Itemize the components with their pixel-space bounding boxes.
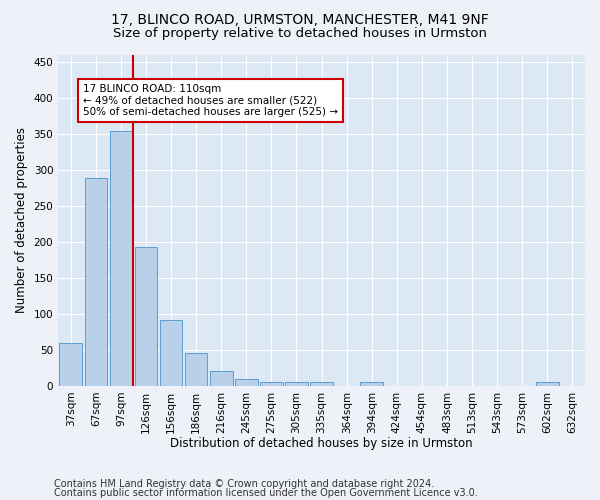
Bar (235, 380, 257, 386)
Y-axis label: Number of detached properties: Number of detached properties (15, 128, 28, 314)
Bar (536, 382, 559, 386)
Bar (361, 382, 383, 386)
X-axis label: Distribution of detached houses by size in Urmston: Distribution of detached houses by size … (170, 437, 473, 450)
Bar (85, 178, 107, 386)
Text: Contains public sector information licensed under the Open Government Licence v3: Contains public sector information licen… (54, 488, 478, 498)
Text: 17, BLINCO ROAD, URMSTON, MANCHESTER, M41 9NF: 17, BLINCO ROAD, URMSTON, MANCHESTER, M4… (111, 12, 489, 26)
Text: Size of property relative to detached houses in Urmston: Size of property relative to detached ho… (113, 28, 487, 40)
Bar (160, 320, 182, 386)
Bar (310, 382, 333, 386)
Text: Contains HM Land Registry data © Crown copyright and database right 2024.: Contains HM Land Registry data © Crown c… (54, 479, 434, 489)
Bar (210, 372, 233, 386)
Bar (285, 382, 308, 386)
Text: 17 BLINCO ROAD: 110sqm
← 49% of detached houses are smaller (522)
50% of semi-de: 17 BLINCO ROAD: 110sqm ← 49% of detached… (83, 84, 338, 117)
Bar (134, 247, 157, 386)
Bar (185, 353, 208, 386)
Bar (110, 131, 132, 386)
Bar (59, 344, 82, 386)
Bar (260, 382, 283, 386)
